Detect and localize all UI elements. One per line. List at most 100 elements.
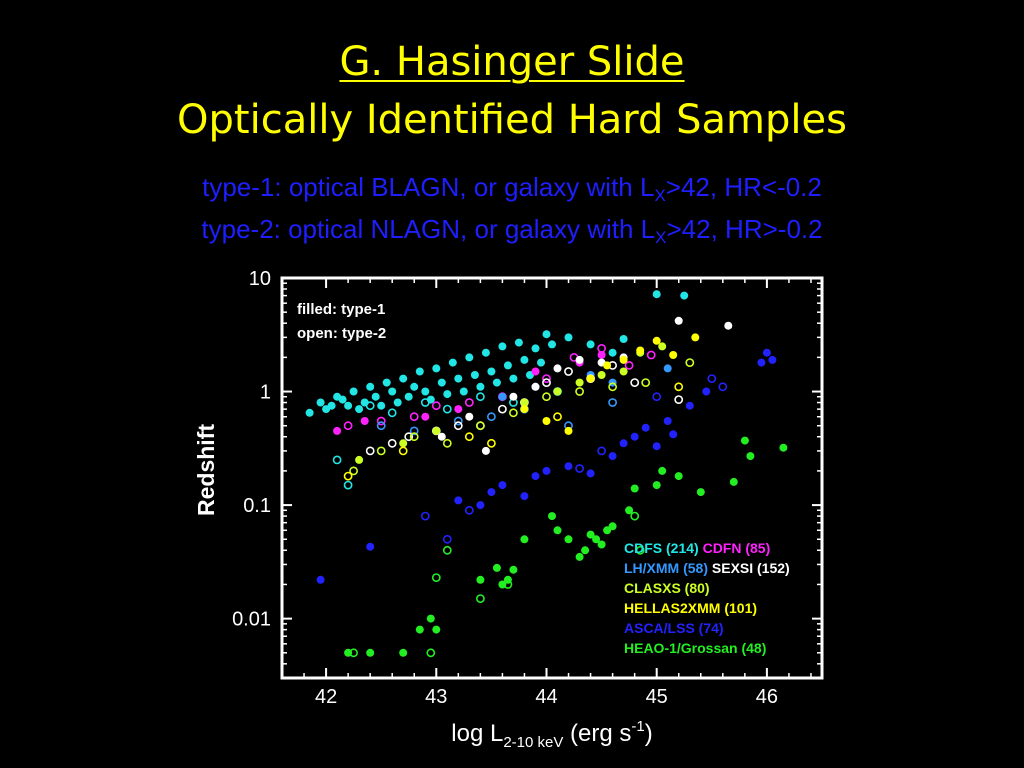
data-point-type2 bbox=[409, 412, 419, 422]
data-point-type1 bbox=[487, 367, 496, 376]
data-point-type1 bbox=[355, 455, 364, 464]
data-point-type1 bbox=[586, 340, 595, 349]
data-point-type1 bbox=[724, 321, 733, 330]
data-point-type1 bbox=[399, 439, 408, 448]
data-point-type1 bbox=[360, 417, 369, 425]
data-point-type2 bbox=[387, 408, 397, 418]
y-tick-label: 0.01 bbox=[232, 609, 271, 631]
data-point-type2 bbox=[575, 387, 584, 396]
data-point-type2 bbox=[652, 392, 662, 402]
data-point-type2 bbox=[453, 421, 463, 431]
data-point-type2 bbox=[464, 398, 474, 407]
legend-row: LH/XMM (58) SEXSI (152) bbox=[624, 560, 790, 576]
legend-entry: SEXSI (152) bbox=[708, 560, 790, 576]
data-point-type2 bbox=[597, 446, 606, 456]
data-point-type1 bbox=[564, 333, 573, 342]
series-group bbox=[305, 290, 689, 490]
data-point-type1 bbox=[503, 361, 512, 370]
legend-row: CDFS (214) CDFN (85) bbox=[624, 540, 770, 556]
data-point-type1 bbox=[619, 355, 628, 364]
data-point-type1 bbox=[509, 565, 518, 574]
x-tick-label: 43 bbox=[425, 686, 447, 708]
data-point-type1 bbox=[410, 382, 419, 391]
data-point-type2 bbox=[332, 455, 342, 465]
data-point-type2 bbox=[420, 398, 430, 407]
x-axis-label-sub: 2-10 keV bbox=[503, 734, 563, 751]
data-point-type2 bbox=[646, 350, 656, 360]
data-point-type1 bbox=[531, 472, 540, 481]
data-point-type2 bbox=[503, 580, 513, 589]
data-point-type1 bbox=[481, 446, 490, 455]
data-point-type1 bbox=[641, 423, 650, 432]
data-point-type2 bbox=[442, 438, 452, 448]
data-point-type1 bbox=[652, 481, 661, 490]
data-point-type2 bbox=[674, 395, 684, 404]
data-point-type2 bbox=[365, 401, 375, 411]
data-point-type1 bbox=[658, 342, 667, 351]
data-point-type1 bbox=[542, 466, 551, 475]
data-point-type2 bbox=[442, 545, 452, 555]
data-point-type1 bbox=[564, 426, 573, 435]
data-point-type1 bbox=[757, 358, 766, 367]
data-point-type1 bbox=[663, 364, 672, 373]
data-point-type1 bbox=[432, 364, 441, 373]
data-point-type1 bbox=[548, 512, 556, 521]
data-point-type1 bbox=[338, 395, 347, 404]
data-point-type1 bbox=[316, 398, 325, 407]
data-point-type2 bbox=[365, 446, 375, 456]
x-tick-label: 42 bbox=[315, 686, 337, 708]
type1-definition-sub: X bbox=[654, 186, 666, 205]
y-tick-label: 1 bbox=[260, 382, 271, 404]
data-point-type2 bbox=[608, 398, 617, 407]
data-point-type1 bbox=[399, 374, 408, 383]
legend-row: HELLAS2XMM (101) bbox=[624, 600, 757, 616]
data-point-type1 bbox=[470, 371, 479, 379]
data-point-type1 bbox=[459, 387, 468, 396]
data-point-type2 bbox=[597, 343, 606, 353]
data-point-type2 bbox=[630, 511, 640, 521]
data-point-type2 bbox=[608, 382, 617, 392]
type2-definition: type-2: optical NLAGN, or galaxy with LX… bbox=[0, 214, 1024, 246]
data-point-type2 bbox=[464, 432, 474, 442]
data-point-type1 bbox=[564, 535, 573, 544]
data-point-type1 bbox=[366, 542, 375, 551]
data-point-type2 bbox=[442, 404, 452, 414]
data-point-type1 bbox=[674, 316, 683, 325]
data-point-type1 bbox=[388, 387, 397, 396]
data-point-type2 bbox=[624, 360, 634, 370]
data-point-type2 bbox=[685, 358, 695, 367]
data-point-type2 bbox=[475, 392, 485, 402]
data-point-type2 bbox=[575, 464, 584, 473]
data-point-type1 bbox=[619, 439, 628, 448]
data-point-type1 bbox=[553, 387, 562, 396]
data-point-type1 bbox=[399, 648, 408, 657]
legend-entry: HELLAS2XMM (101) bbox=[624, 600, 757, 616]
slide-subtitle: Optically Identified Hard Samples bbox=[177, 97, 847, 143]
data-point-type1 bbox=[779, 443, 788, 452]
x-axis-label-mid: (erg s bbox=[563, 720, 631, 747]
data-point-type1 bbox=[586, 530, 595, 539]
legend-entry: ASCA/LSS (74) bbox=[624, 620, 724, 636]
type1-definition-post: >42, HR<-0.2 bbox=[665, 172, 822, 202]
data-point-type1 bbox=[393, 398, 402, 407]
data-point-type1 bbox=[498, 392, 507, 401]
data-point-type2 bbox=[674, 382, 684, 392]
data-point-type1 bbox=[630, 484, 639, 493]
data-point-type1 bbox=[608, 348, 617, 357]
data-point-type1 bbox=[652, 290, 661, 299]
data-point-type1 bbox=[548, 340, 556, 349]
data-point-type2 bbox=[426, 648, 436, 658]
data-point-type2 bbox=[343, 471, 353, 481]
data-point-type1 bbox=[586, 374, 595, 383]
data-point-type1 bbox=[498, 342, 507, 351]
x-axis-label-post: ) bbox=[645, 720, 653, 747]
data-point-type2 bbox=[630, 378, 640, 387]
data-point-type1 bbox=[443, 390, 452, 399]
legend-entry: CDFS (214) bbox=[624, 540, 699, 556]
data-point-type1 bbox=[702, 387, 711, 396]
data-point-type2 bbox=[431, 573, 441, 582]
data-point-type2 bbox=[486, 412, 496, 422]
data-point-type1 bbox=[421, 387, 430, 396]
data-point-type1 bbox=[476, 501, 485, 510]
